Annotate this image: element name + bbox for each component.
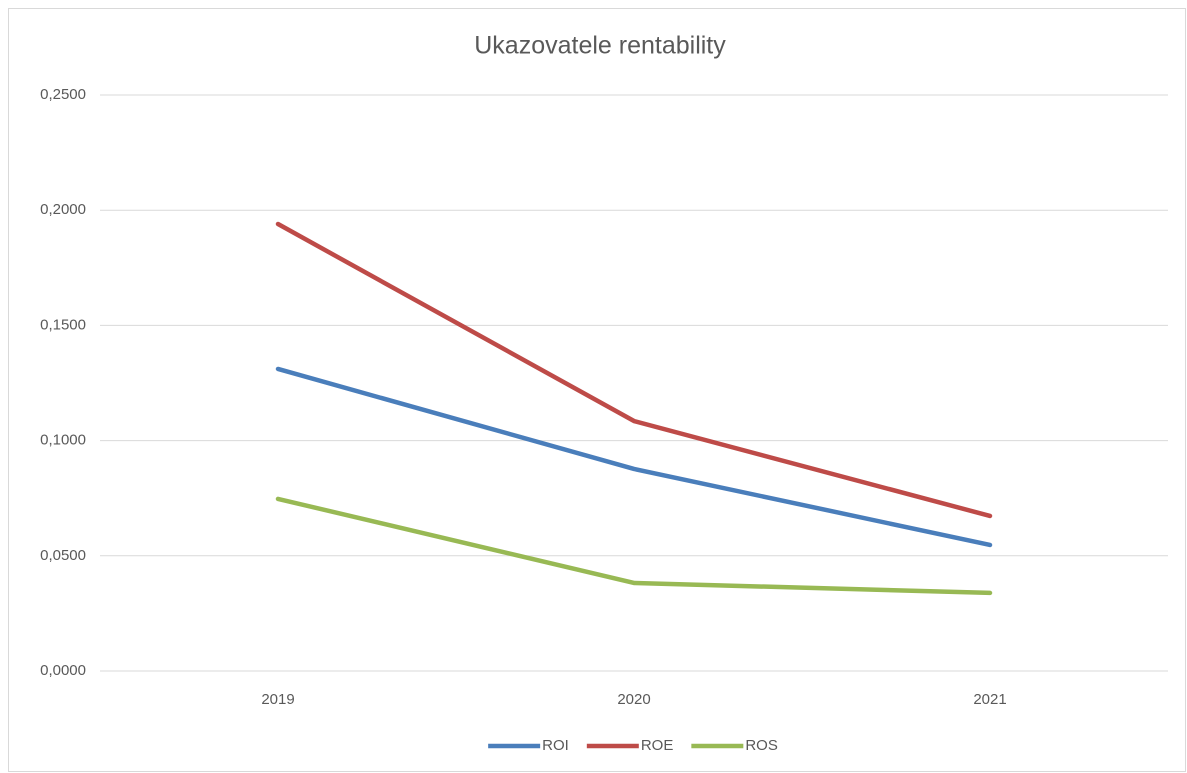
- y-tick-label: 0,1000: [40, 432, 86, 449]
- chart-border: [8, 8, 1186, 772]
- y-tick-label: 0,2000: [40, 201, 86, 218]
- x-tick-label: 2020: [617, 691, 650, 708]
- x-tick-label: 2019: [261, 691, 294, 708]
- series-line: [275, 366, 993, 548]
- y-tick-label: 0,0500: [40, 547, 86, 564]
- legend-label: ROI: [542, 737, 569, 754]
- y-tick-label: 0,2500: [40, 86, 86, 103]
- y-tick-label: 0,0000: [40, 662, 86, 679]
- legend-label: ROS: [745, 737, 778, 754]
- x-tick-label: 2021: [973, 691, 1006, 708]
- legend-label: ROE: [641, 737, 674, 754]
- series-line: [275, 221, 993, 519]
- chart-title: Ukazovatele rentability: [474, 32, 726, 60]
- series-line: [275, 496, 993, 596]
- y-tick-label: 0,1500: [40, 316, 86, 333]
